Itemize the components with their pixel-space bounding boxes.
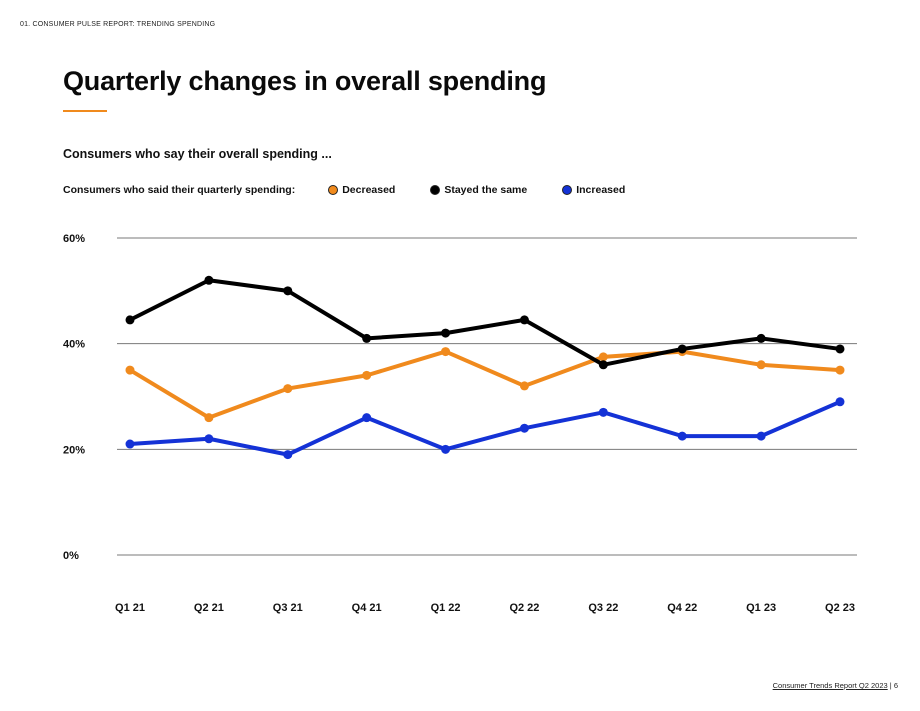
x-tick-label: Q4 22 (667, 602, 697, 614)
report-name-link[interactable]: Consumer Trends Report Q2 2023 (772, 681, 888, 690)
data-point-increased (283, 450, 293, 460)
legend-title: Consumers who said their quarterly spend… (63, 184, 296, 196)
x-tick-label: Q1 21 (115, 602, 145, 614)
data-point-increased (835, 397, 845, 407)
x-tick-label: Q4 21 (352, 602, 382, 614)
x-tick-label: Q2 22 (509, 602, 539, 614)
data-point-stayed-the-same (756, 333, 766, 343)
title-underline (63, 110, 107, 112)
legend-label-increased: Increased (576, 184, 626, 196)
data-point-decreased (441, 347, 451, 357)
data-point-increased (598, 407, 608, 417)
data-point-decreased (283, 384, 293, 394)
data-point-decreased (125, 365, 135, 375)
data-point-increased (125, 439, 135, 449)
data-point-decreased (204, 413, 214, 423)
y-tick-label: 40% (63, 339, 85, 351)
legend-label-stayed-same: Stayed the same (444, 184, 528, 196)
data-point-stayed-the-same (519, 315, 529, 325)
data-point-increased (362, 413, 372, 423)
series-line-increased (128, 399, 842, 457)
legend-label-decreased: Decreased (342, 184, 396, 196)
x-tick-label: Q3 21 (273, 602, 303, 614)
legend-item-decreased: Decreased (328, 184, 395, 196)
legend-item-stayed-same: Stayed the same (430, 184, 527, 196)
data-point-decreased (598, 352, 608, 362)
x-tick-label: Q1 22 (431, 602, 461, 614)
series-line-stayed-the-same (128, 278, 842, 367)
data-point-decreased (519, 381, 529, 391)
data-point-stayed-the-same (598, 360, 608, 370)
page-number: 6 (893, 681, 898, 690)
data-point-increased (756, 431, 766, 441)
data-point-stayed-the-same (283, 286, 293, 296)
x-tick-label: Q1 23 (746, 602, 776, 614)
data-point-increased (441, 444, 451, 454)
data-point-stayed-the-same (204, 275, 214, 285)
x-tick-label: Q2 23 (825, 602, 855, 614)
y-tick-label: 60% (63, 233, 85, 245)
x-tick-label: Q3 22 (588, 602, 618, 614)
page-footer: Consumer Trends Report Q2 2023 | 6 (773, 681, 898, 690)
y-tick-label: 0% (63, 550, 79, 562)
data-point-stayed-the-same (441, 328, 451, 338)
data-point-decreased (362, 370, 372, 380)
data-point-increased (519, 423, 529, 433)
data-point-increased (204, 434, 214, 444)
data-point-stayed-the-same (125, 315, 135, 325)
legend-item-increased: Increased (562, 184, 625, 196)
series-line-decreased (128, 349, 842, 420)
legend-dot-increased (562, 185, 573, 195)
legend-dot-decreased (328, 185, 339, 195)
data-point-stayed-the-same (362, 333, 372, 343)
chart-subtitle: Consumers who say their overall spending… (63, 147, 332, 161)
x-tick-label: Q2 21 (194, 602, 224, 614)
data-point-decreased (835, 365, 845, 375)
data-point-stayed-the-same (835, 344, 845, 354)
legend-dot-stayed-same (430, 185, 441, 195)
chart-legend: Consumers who said their quarterly spend… (63, 183, 660, 197)
data-point-stayed-the-same (677, 344, 687, 354)
page-title: Quarterly changes in overall spending (63, 66, 547, 96)
data-point-decreased (756, 360, 766, 370)
y-tick-label: 20% (63, 444, 85, 456)
footer-separator: | (889, 681, 892, 690)
data-point-increased (677, 431, 687, 441)
section-tag: 01. CONSUMER PULSE REPORT: TRENDING SPEN… (20, 21, 216, 28)
